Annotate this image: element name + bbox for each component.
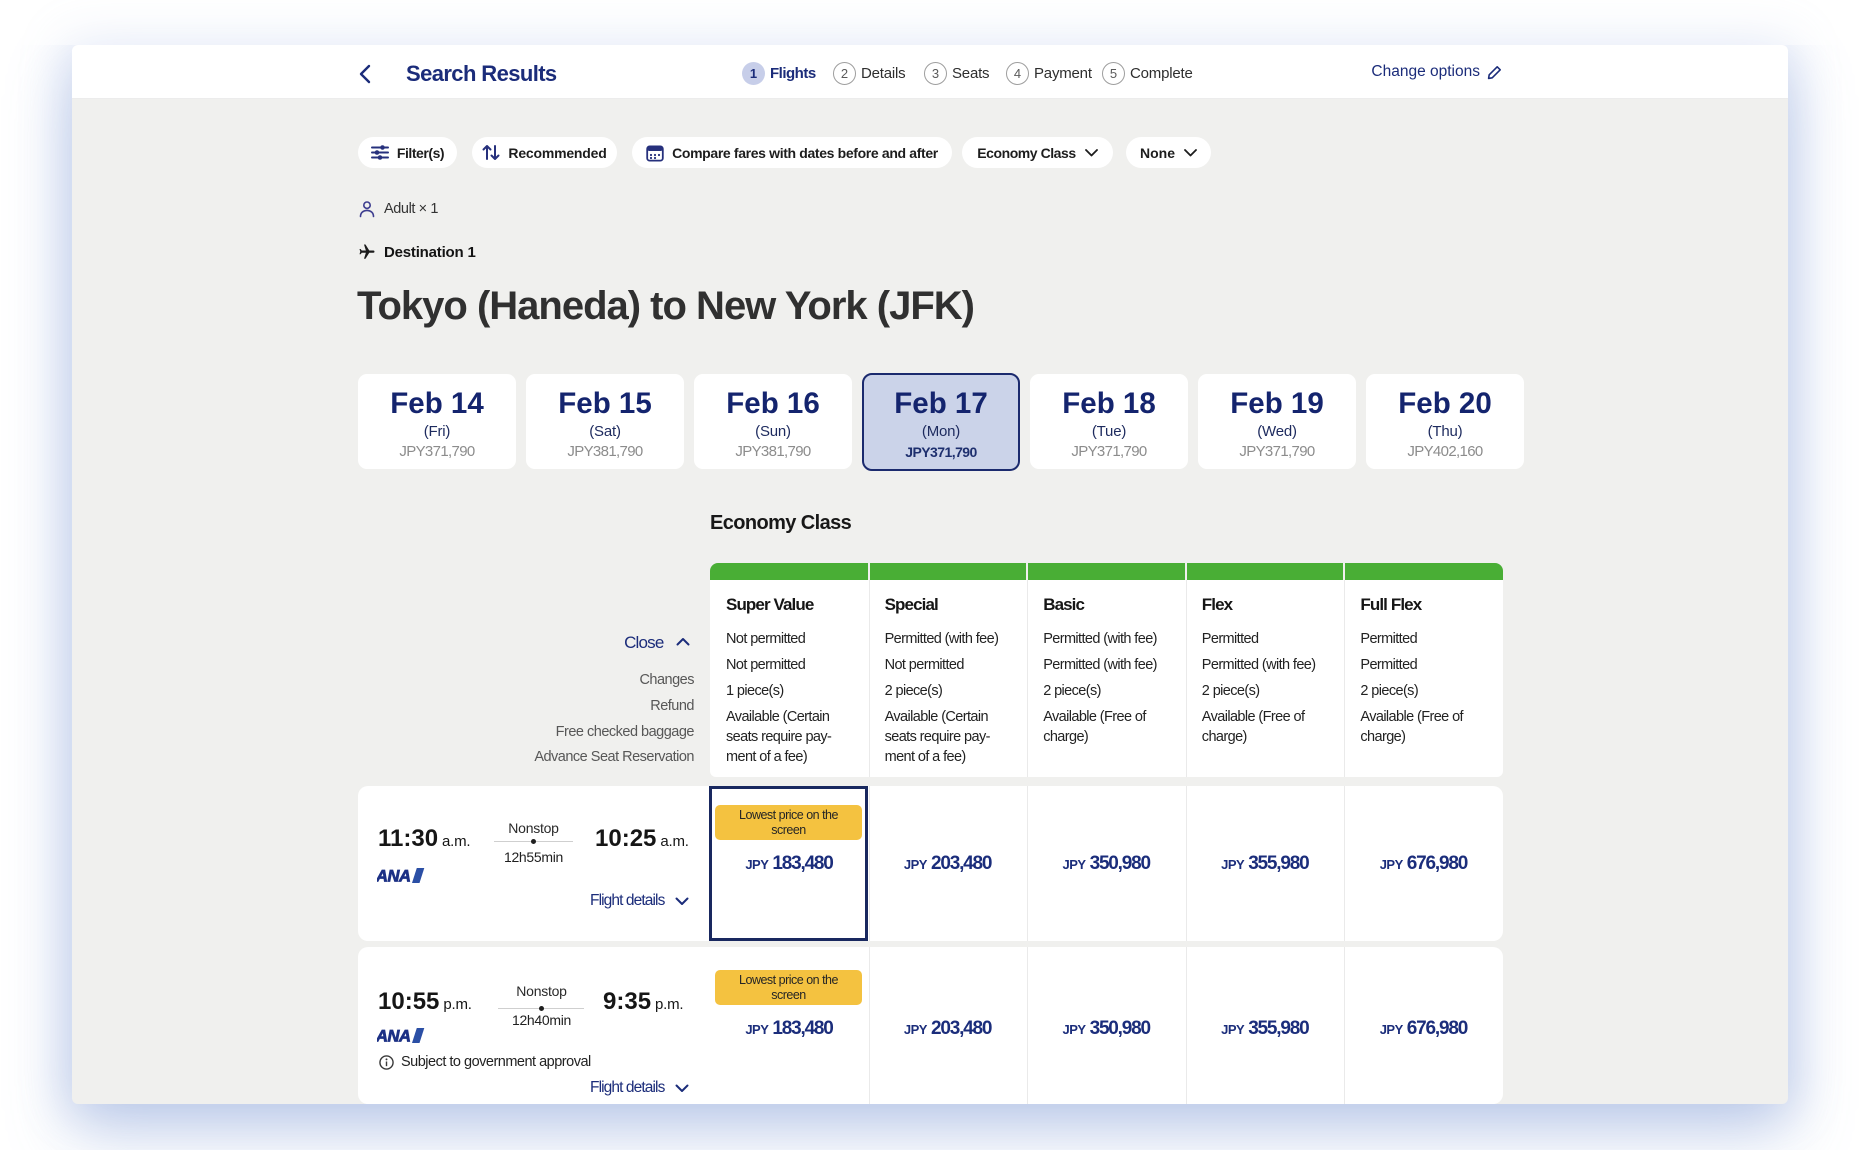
svg-text:ANA: ANA <box>377 1028 411 1043</box>
svg-text:ANA: ANA <box>377 868 411 883</box>
